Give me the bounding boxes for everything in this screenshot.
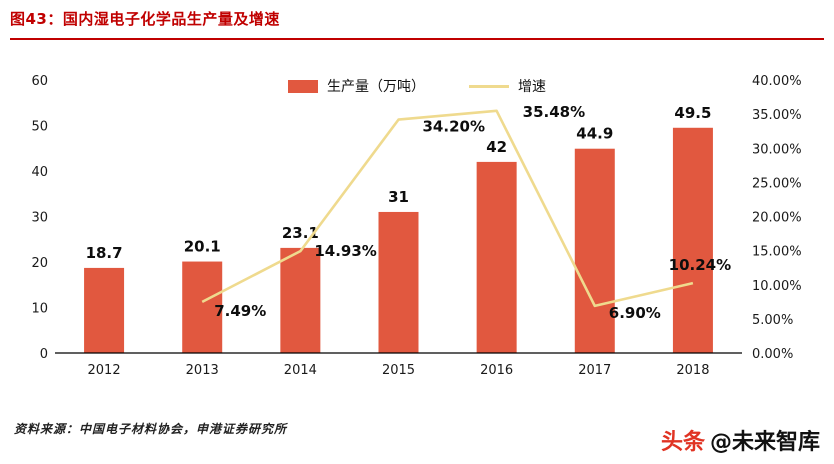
- source-note: 资料来源：中国电子材料协会，申港证券研究所: [14, 422, 288, 436]
- left-axis-tick: 0: [40, 347, 48, 362]
- growth-value-label: 34.20%: [423, 118, 485, 136]
- production-bar: [280, 247, 321, 353]
- bar-swatch-icon: [288, 79, 318, 93]
- production-bar: [84, 267, 125, 353]
- x-axis-label: 2018: [676, 363, 709, 378]
- growth-value-label: 10.24%: [669, 256, 731, 274]
- x-axis-label: 2016: [480, 363, 513, 378]
- brand-handle: @未来智库: [709, 430, 820, 455]
- line-swatch-icon: [469, 84, 509, 88]
- right-axis-tick: 5.00%: [752, 313, 793, 328]
- legend-item-production: 生产量（万吨）: [288, 76, 425, 96]
- growth-value-label: 6.90%: [609, 304, 661, 322]
- left-axis-tick: 10: [31, 302, 48, 317]
- toutiao-brand-red: 头条: [660, 430, 705, 455]
- bar-value-label: 42: [486, 138, 507, 156]
- right-axis-tick: 40.00%: [752, 74, 802, 89]
- figure-header: 图43：国内湿电子化学品生产量及增速: [10, 8, 824, 40]
- watermark-brand: 头条 @未来智库: [661, 424, 820, 456]
- bar-value-label: 18.7: [86, 244, 123, 262]
- growth-value-label: 35.48%: [523, 103, 585, 121]
- x-axis-label: 2015: [382, 363, 415, 378]
- bar-value-label: 20.1: [184, 238, 221, 256]
- right-axis-tick: 10.00%: [752, 279, 802, 294]
- figure-title: 图43：国内湿电子化学品生产量及增速: [10, 10, 280, 28]
- growth-line: [201, 109, 694, 308]
- left-axis-tick: 20: [31, 256, 48, 271]
- right-axis-tick: 0.00%: [752, 347, 793, 362]
- production-bar: [378, 211, 419, 353]
- right-axis-tick: 30.00%: [752, 142, 802, 157]
- bar-value-label: 31: [388, 188, 409, 206]
- left-axis-tick: 50: [31, 120, 48, 135]
- right-axis-tick: 15.00%: [752, 245, 802, 260]
- right-axis-tick: 35.00%: [752, 108, 802, 123]
- x-axis-label: 2013: [186, 363, 219, 378]
- production-bar: [574, 148, 615, 353]
- x-axis-label: 2017: [578, 363, 611, 378]
- left-axis-tick: 30: [31, 211, 48, 226]
- legend-item-growth: 增速: [469, 76, 546, 96]
- production-bar: [182, 261, 223, 353]
- production-bar: [476, 161, 517, 353]
- x-axis-label: 2014: [284, 363, 317, 378]
- right-axis-tick: 25.00%: [752, 176, 802, 191]
- growth-value-label: 7.49%: [214, 302, 266, 320]
- growth-value-label: 14.93%: [314, 242, 376, 260]
- x-axis-label: 2012: [88, 363, 121, 378]
- bar-value-label: 44.9: [576, 125, 613, 143]
- production-bar: [672, 127, 713, 354]
- bar-value-label: 49.5: [674, 104, 711, 122]
- chart-legend: 生产量（万吨） 增速: [288, 76, 546, 96]
- left-axis-tick: 40: [31, 165, 48, 180]
- left-axis-tick: 60: [31, 74, 48, 89]
- legend-label-growth: 增速: [518, 79, 546, 95]
- legend-label-production: 生产量（万吨）: [327, 79, 425, 95]
- right-axis-tick: 20.00%: [752, 211, 802, 226]
